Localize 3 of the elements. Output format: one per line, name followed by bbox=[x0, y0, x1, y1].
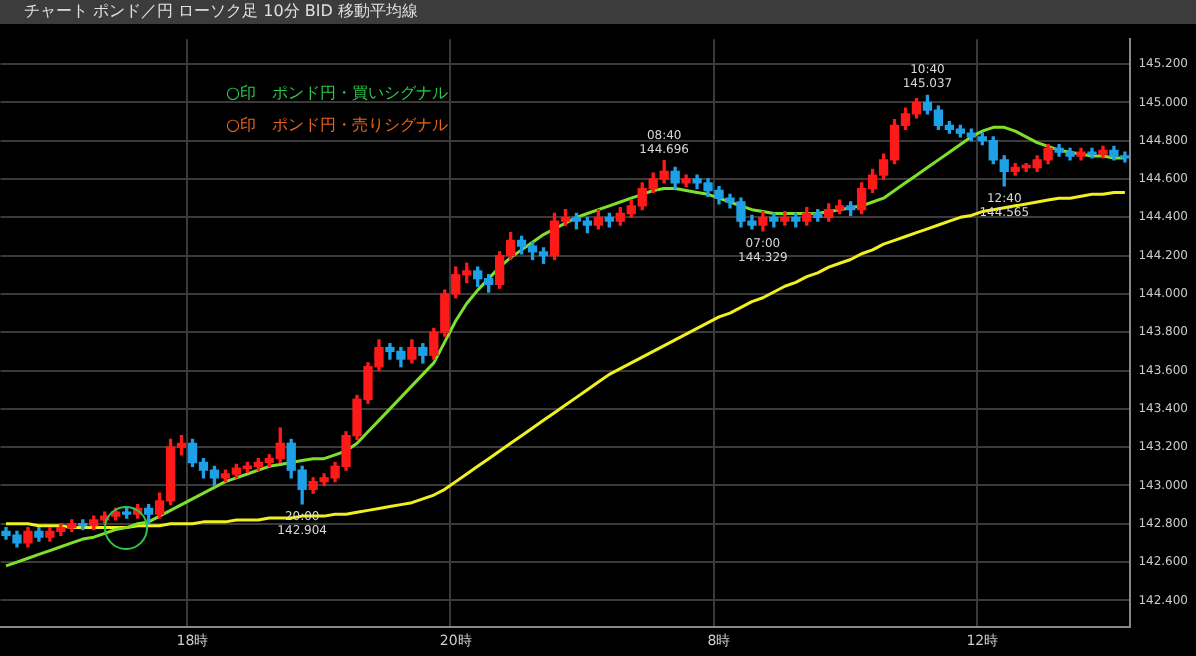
annotation: ○印 ポンド円・買いシグナル bbox=[226, 84, 448, 102]
chart-title: チャート ポンド／円 ローソク足 10分 BID 移動平均線 bbox=[0, 0, 1196, 24]
annotation: ○印 ポンド円・売りシグナル bbox=[226, 116, 448, 134]
